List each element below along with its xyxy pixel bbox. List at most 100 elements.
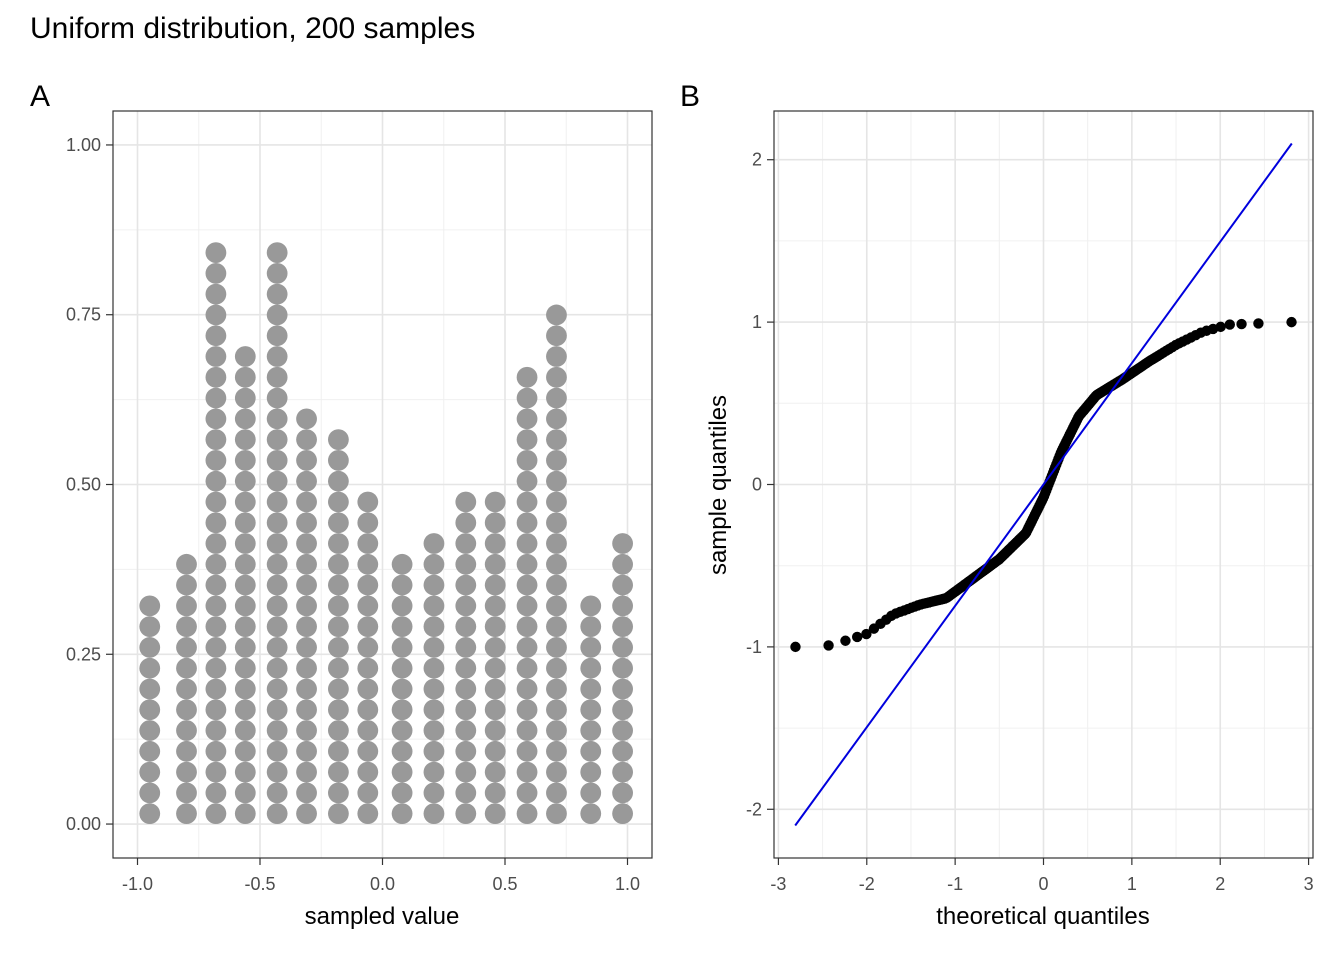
x-tick-label: 1 [1127,874,1137,894]
dot [296,553,317,575]
dot [516,512,538,534]
dot [612,803,633,825]
dot [328,803,349,825]
dot [546,574,567,596]
dot [176,740,197,762]
dot [296,616,317,638]
dot [516,720,538,741]
dot [296,678,317,700]
dot [266,595,288,617]
dot [391,803,413,825]
dot [234,803,256,825]
dot [423,637,445,658]
dot [328,657,349,679]
dot [205,761,227,783]
dot [234,637,256,658]
y-tick-label: 1.00 [66,135,101,155]
dot [176,803,197,825]
dot [516,740,538,762]
dot [266,325,288,347]
dot [266,657,288,679]
dot [423,533,445,554]
dot [516,450,538,471]
dot [546,637,567,658]
dot [423,616,445,638]
dot [328,512,349,534]
dot [391,699,413,721]
dot [266,408,288,430]
dot [205,304,227,326]
dot [455,761,477,783]
dot [296,782,317,804]
dot [234,699,256,721]
y-tick-label: 2 [752,150,762,170]
y-tick-label: 0 [752,475,762,495]
dot [266,429,288,451]
dot [455,637,477,658]
dot [484,512,506,534]
qq-point [840,635,851,646]
dot [357,761,379,783]
dot [176,637,197,658]
dot [612,616,633,638]
dot [205,533,227,554]
qq-point [1286,316,1297,328]
panel-b-points [790,316,1297,653]
dot [296,595,317,617]
dot [391,574,413,596]
panel-b: B -3 -2 -1 0 1 2 3 -2 -1 0 1 2 theoretical quantile… [680,80,1314,930]
dot [266,304,288,326]
dot [546,512,567,534]
dot [391,761,413,783]
dot [234,761,256,783]
dot [234,720,256,741]
dot [546,720,567,741]
dot [328,553,349,575]
dot [455,699,477,721]
x-tick-label: 0 [1038,874,1048,894]
dot [612,595,633,617]
y-tick-label: -1 [746,637,762,657]
dot [266,450,288,471]
dot [266,242,288,263]
dot [546,595,567,617]
dot [296,408,317,430]
dot [455,533,477,554]
dot [516,678,538,700]
dot [176,720,197,741]
dot [296,637,317,658]
dot [423,574,445,596]
dot [205,574,227,596]
dot [266,491,288,513]
y-tick-label: 1 [752,312,762,332]
dot [205,325,227,347]
dot [234,553,256,575]
dot [455,553,477,575]
dot [205,366,227,388]
x-tick-label: 0.5 [492,874,517,894]
panel-a-xlabel: sampled value [305,903,460,930]
dot [296,491,317,513]
dot [139,657,161,679]
dot [266,470,288,492]
dot [296,450,317,471]
dot [296,699,317,721]
x-tick-label: -2 [859,874,875,894]
qq-point [1253,318,1264,329]
dot [455,678,477,700]
dot [423,740,445,762]
qq-point [861,628,872,640]
dot [546,304,567,326]
dot [205,616,227,638]
dot [205,720,227,741]
dot [176,782,197,804]
dot [266,678,288,700]
dot [391,595,413,617]
dot [205,512,227,534]
dot [205,657,227,679]
dot [176,574,197,596]
dot [484,637,506,658]
dot [612,782,633,804]
dot [484,491,506,513]
